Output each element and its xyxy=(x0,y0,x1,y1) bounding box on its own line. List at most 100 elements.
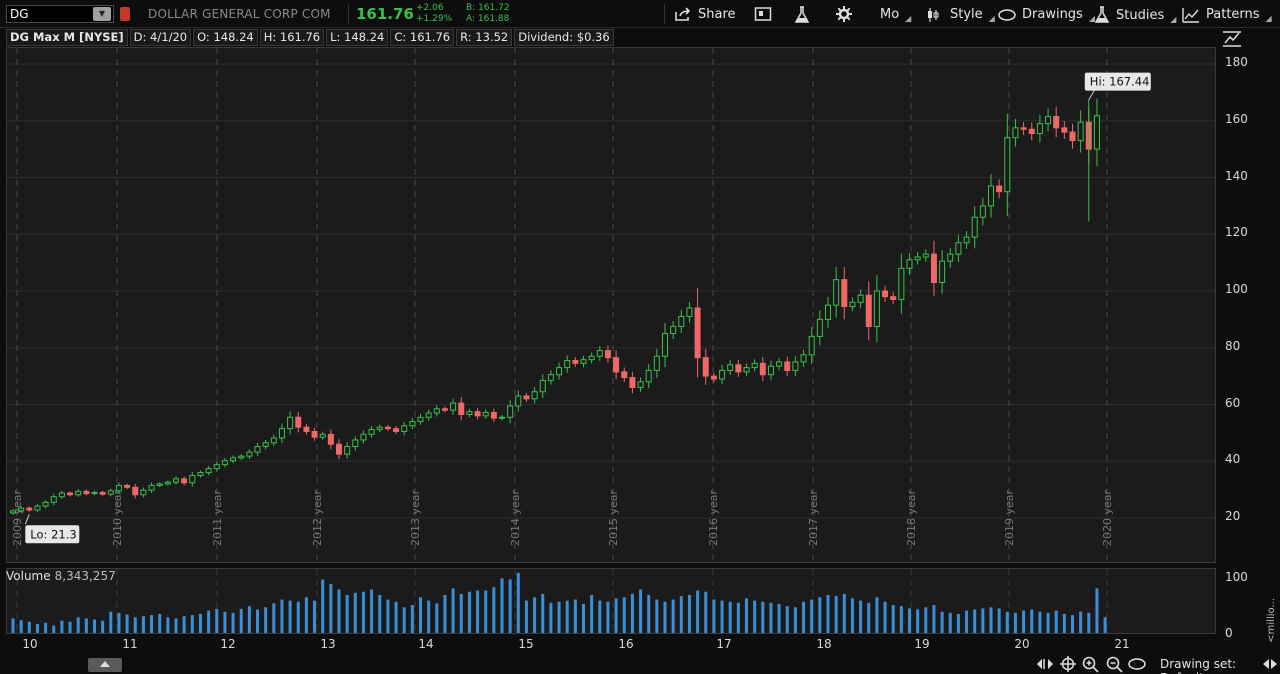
candle[interactable] xyxy=(213,464,220,470)
candle[interactable] xyxy=(344,445,351,455)
volume-bar[interactable] xyxy=(908,608,911,634)
candle[interactable] xyxy=(857,294,864,303)
volume-bar[interactable] xyxy=(378,595,382,634)
volume-bar[interactable] xyxy=(606,601,610,634)
candle[interactable] xyxy=(922,253,929,258)
volume-bar[interactable] xyxy=(264,607,268,634)
candle[interactable] xyxy=(189,474,196,484)
volume-axis[interactable]: 100 0 xyxy=(1217,568,1280,640)
volume-bar[interactable] xyxy=(443,595,447,634)
volume-bar[interactable] xyxy=(158,613,162,634)
volume-bar[interactable] xyxy=(639,589,643,634)
volume-bar[interactable] xyxy=(989,607,993,634)
candle[interactable] xyxy=(132,486,139,496)
volume-bar[interactable] xyxy=(761,601,765,634)
candle[interactable] xyxy=(849,301,856,308)
candle[interactable] xyxy=(670,325,677,335)
alert-flag-icon[interactable] xyxy=(120,7,130,21)
volume-bar[interactable] xyxy=(565,600,569,634)
symbol-input[interactable]: DG xyxy=(10,7,29,21)
patterns-button[interactable]: Patterns ◢ xyxy=(1182,6,1272,23)
candle[interactable] xyxy=(75,490,82,496)
candle[interactable] xyxy=(539,379,546,393)
volume-bar[interactable] xyxy=(313,600,317,634)
candle[interactable] xyxy=(278,428,285,439)
candle[interactable] xyxy=(873,290,880,327)
drawing-set-label[interactable]: Drawing set: Default xyxy=(1160,657,1237,674)
candle[interactable] xyxy=(507,405,514,418)
candle[interactable] xyxy=(816,318,823,337)
volume-bar[interactable] xyxy=(1005,611,1009,634)
time-axis[interactable]: 10 11 12 13 14 15 16 17 18 19 20 21 xyxy=(6,635,1216,655)
volume-bar[interactable] xyxy=(1038,611,1042,634)
flask-button[interactable] xyxy=(794,6,810,24)
volume-bar[interactable] xyxy=(899,606,903,634)
candle[interactable] xyxy=(50,496,57,503)
volume-bar[interactable] xyxy=(256,609,259,634)
collapse-button[interactable] xyxy=(88,658,122,672)
candle[interactable] xyxy=(393,428,400,432)
candle[interactable] xyxy=(10,510,16,514)
style-button[interactable]: Style ◢ xyxy=(926,6,995,23)
candle[interactable] xyxy=(401,425,408,432)
candle[interactable] xyxy=(702,357,709,377)
volume-bar[interactable] xyxy=(288,600,292,634)
volume-bar[interactable] xyxy=(467,591,471,634)
candle[interactable] xyxy=(1053,115,1060,129)
candle[interactable] xyxy=(83,490,90,495)
volume-bar[interactable] xyxy=(476,590,480,634)
candle[interactable] xyxy=(181,478,188,484)
volume-bar[interactable] xyxy=(590,595,594,634)
candle[interactable] xyxy=(311,430,318,438)
volume-bar[interactable] xyxy=(549,602,553,634)
candle[interactable] xyxy=(99,491,106,495)
volume-bar[interactable] xyxy=(728,601,732,634)
candle[interactable] xyxy=(759,362,766,376)
candle[interactable] xyxy=(963,236,970,244)
candle[interactable] xyxy=(580,359,587,364)
candle[interactable] xyxy=(303,426,310,432)
candle[interactable] xyxy=(645,369,652,383)
volume-bar[interactable] xyxy=(353,592,357,634)
volume-bar[interactable] xyxy=(687,595,691,634)
candle[interactable] xyxy=(833,279,840,306)
candle[interactable] xyxy=(18,507,25,512)
volume-bar[interactable] xyxy=(345,595,349,634)
zoom-out-icon[interactable] xyxy=(1106,656,1124,673)
crosshair-icon[interactable] xyxy=(1060,656,1076,672)
volume-bar[interactable] xyxy=(370,589,374,634)
candle[interactable] xyxy=(287,416,294,430)
volume-bar[interactable] xyxy=(44,622,48,634)
volume-bar[interactable] xyxy=(1079,611,1083,634)
volume-bar[interactable] xyxy=(524,600,528,634)
volume-bar[interactable] xyxy=(247,606,251,634)
candle[interactable] xyxy=(621,371,628,379)
volume-bar[interactable] xyxy=(500,578,504,634)
candle[interactable] xyxy=(499,416,505,419)
candle[interactable] xyxy=(115,484,122,492)
candle[interactable] xyxy=(784,361,791,371)
candle[interactable] xyxy=(523,395,530,400)
candle[interactable] xyxy=(825,304,831,320)
candle[interactable] xyxy=(1020,127,1027,130)
volume-bar[interactable] xyxy=(533,597,537,634)
candle[interactable] xyxy=(409,421,416,427)
volume-bar[interactable] xyxy=(948,612,952,634)
volume-bar[interactable] xyxy=(573,599,577,634)
candle[interactable] xyxy=(767,365,774,376)
volume-bar[interactable] xyxy=(1087,612,1091,634)
candle[interactable] xyxy=(988,185,994,207)
volume-bar[interactable] xyxy=(932,605,936,634)
volume-bar[interactable] xyxy=(981,608,985,634)
candle[interactable] xyxy=(490,411,497,419)
volume-bar[interactable] xyxy=(296,601,300,634)
volume-bar[interactable] xyxy=(818,597,822,634)
candle[interactable] xyxy=(930,253,937,283)
volume-bar[interactable] xyxy=(647,595,651,634)
volume-bar[interactable] xyxy=(27,621,31,634)
volume-bar[interactable] xyxy=(785,606,789,634)
drawing-ellipse-icon[interactable] xyxy=(1128,658,1146,670)
candle[interactable] xyxy=(996,185,1003,193)
volume-bar[interactable] xyxy=(223,611,227,634)
volume-bar[interactable] xyxy=(883,601,887,634)
